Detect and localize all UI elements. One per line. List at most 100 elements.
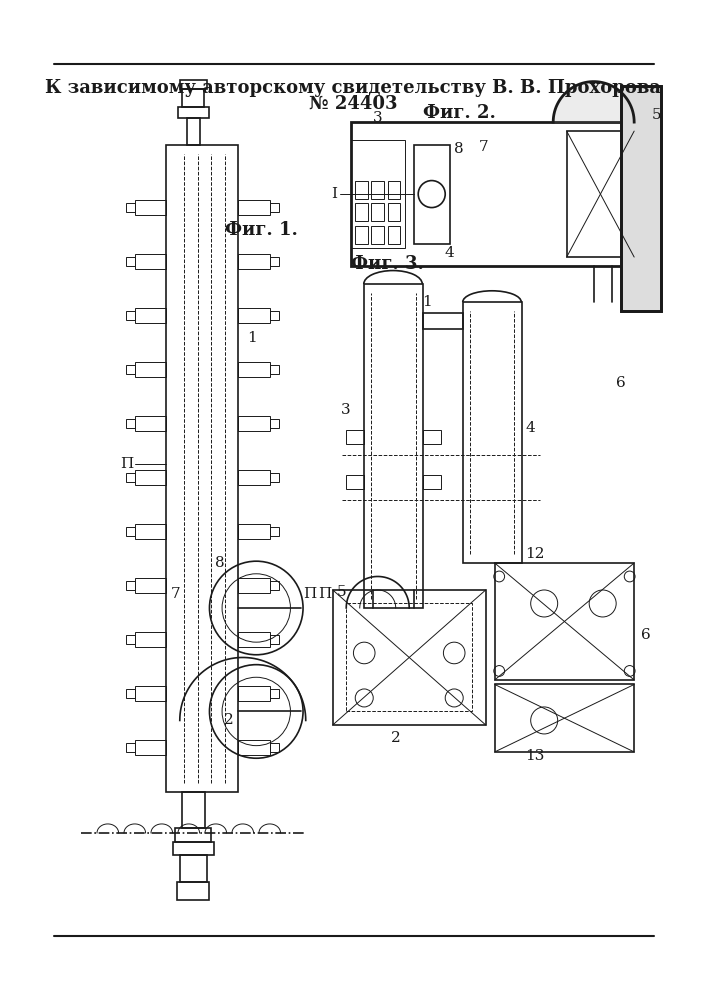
Bar xyxy=(126,689,135,698)
Bar xyxy=(270,365,279,374)
Bar xyxy=(238,578,270,593)
Text: К зависимому авторскому свидетельству В. В. Прохорова: К зависимому авторскому свидетельству В.… xyxy=(45,79,662,97)
Bar xyxy=(270,743,279,752)
Bar xyxy=(621,86,661,311)
Text: 4: 4 xyxy=(445,246,455,260)
Bar xyxy=(135,416,166,431)
Bar xyxy=(238,524,270,539)
Bar xyxy=(135,308,166,323)
Bar xyxy=(621,86,661,311)
Bar xyxy=(177,882,209,900)
Text: 7: 7 xyxy=(479,140,489,154)
Bar xyxy=(126,635,135,644)
Bar xyxy=(346,475,364,489)
Bar xyxy=(238,740,270,755)
Bar xyxy=(270,311,279,320)
Bar xyxy=(567,131,634,257)
Text: Фиг. 2.: Фиг. 2. xyxy=(423,104,496,122)
Bar xyxy=(126,311,135,320)
Bar xyxy=(495,684,634,752)
Bar xyxy=(346,603,472,711)
Bar xyxy=(355,226,368,244)
Bar xyxy=(126,743,135,752)
Bar xyxy=(364,284,423,608)
Text: 1: 1 xyxy=(247,331,257,345)
Bar xyxy=(371,226,384,244)
Text: 1: 1 xyxy=(422,295,432,309)
Bar xyxy=(135,362,166,377)
Bar xyxy=(173,842,214,855)
Bar xyxy=(238,416,270,431)
Text: I: I xyxy=(332,187,337,201)
Bar xyxy=(270,473,279,482)
Bar xyxy=(175,828,211,842)
Bar xyxy=(423,475,440,489)
Bar xyxy=(135,740,166,755)
Bar xyxy=(270,689,279,698)
Bar xyxy=(371,181,384,199)
Bar xyxy=(387,181,400,199)
Bar xyxy=(371,203,384,221)
Text: П: П xyxy=(303,587,317,601)
Bar xyxy=(238,686,270,701)
Text: № 24403: № 24403 xyxy=(309,95,397,113)
Bar xyxy=(166,145,238,792)
Bar xyxy=(126,365,135,374)
Bar xyxy=(463,302,522,563)
Bar xyxy=(135,578,166,593)
Bar xyxy=(135,632,166,647)
Bar xyxy=(135,470,166,485)
Bar xyxy=(126,581,135,590)
Bar xyxy=(126,203,135,212)
Bar xyxy=(187,118,199,145)
Text: 4: 4 xyxy=(526,421,536,435)
Text: Фиг. 1.: Фиг. 1. xyxy=(225,221,298,239)
Bar xyxy=(270,203,279,212)
Bar xyxy=(178,107,209,118)
Bar xyxy=(135,524,166,539)
Bar xyxy=(270,581,279,590)
Text: 7: 7 xyxy=(170,587,180,601)
Text: Фиг. 3.: Фиг. 3. xyxy=(351,255,423,273)
Text: П: П xyxy=(317,587,331,601)
Bar xyxy=(135,254,166,269)
Bar xyxy=(182,792,205,828)
Text: 8: 8 xyxy=(454,142,464,156)
Bar xyxy=(423,313,463,329)
Bar xyxy=(180,80,206,89)
Bar xyxy=(495,563,634,680)
Bar xyxy=(126,257,135,266)
Text: 3: 3 xyxy=(341,403,351,417)
Text: П: П xyxy=(119,457,133,471)
Text: 2: 2 xyxy=(224,713,234,727)
Text: 3: 3 xyxy=(373,111,382,125)
Text: 5: 5 xyxy=(337,585,346,599)
Bar xyxy=(423,430,440,444)
Bar xyxy=(270,527,279,536)
Bar xyxy=(126,419,135,428)
Bar xyxy=(126,527,135,536)
Bar xyxy=(238,632,270,647)
Text: 12: 12 xyxy=(525,547,545,561)
Bar xyxy=(270,635,279,644)
Bar xyxy=(346,430,364,444)
Bar xyxy=(238,254,270,269)
Bar xyxy=(238,362,270,377)
Bar xyxy=(355,181,368,199)
Text: 6: 6 xyxy=(616,376,626,390)
Bar xyxy=(270,257,279,266)
Bar xyxy=(135,686,166,701)
Bar xyxy=(414,145,450,244)
Text: 6: 6 xyxy=(641,628,650,642)
Bar xyxy=(351,140,404,248)
Bar xyxy=(182,89,204,107)
Text: 2: 2 xyxy=(391,731,401,745)
Bar xyxy=(333,590,486,725)
Bar xyxy=(387,226,400,244)
Bar xyxy=(180,855,206,882)
Bar xyxy=(355,203,368,221)
Bar xyxy=(238,308,270,323)
Bar xyxy=(238,470,270,485)
Bar xyxy=(387,203,400,221)
Text: 5: 5 xyxy=(652,108,662,122)
